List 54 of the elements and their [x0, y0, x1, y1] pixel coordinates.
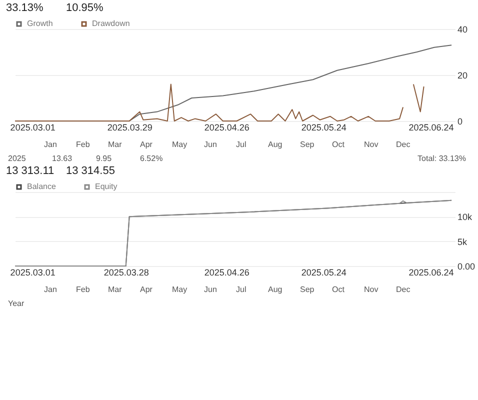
text: 10.95%: [66, 2, 104, 15]
x-tick-label: 2025.03.01: [10, 268, 56, 278]
text: Aug: [268, 284, 284, 294]
text: Nov: [364, 140, 380, 148]
text: 9.95: [96, 154, 113, 162]
text: 13 313.11: [6, 165, 56, 178]
text: Apr: [140, 140, 154, 148]
x-tick-label: 2025.05.24: [301, 268, 346, 278]
x-tick-label: 2025.05.24: [301, 122, 346, 132]
text: May: [172, 284, 188, 294]
x-tick-label: 2025.03.01: [10, 122, 56, 132]
text: Total: 33.13%: [418, 154, 467, 162]
text: Oct: [332, 284, 346, 294]
text: Mar: [108, 284, 123, 294]
text: Jul: [236, 284, 248, 294]
text: 13.63: [52, 154, 74, 162]
y-tick-label: 5k: [458, 236, 468, 247]
text: 33.13%: [6, 2, 44, 15]
x-tick-label: 2025.06.24: [408, 268, 454, 278]
legend-label: Drawdown: [92, 19, 130, 28]
legend-label: Growth: [27, 19, 53, 28]
text: Jun: [204, 140, 218, 148]
text: Feb: [76, 284, 91, 294]
text: 13 314.55: [66, 165, 116, 178]
text: Nov: [364, 284, 380, 294]
text: Dec: [396, 140, 412, 148]
y-tick-label: 40: [458, 24, 468, 34]
x-tick-label: 2025.03.29: [107, 122, 152, 132]
text: Year: [8, 298, 26, 308]
y-tick-label: 0.00: [458, 262, 476, 272]
text: Dec: [396, 284, 412, 294]
x-tick-label: 2025.04.26: [204, 122, 250, 132]
text: Apr: [140, 284, 154, 294]
text: Aug: [268, 140, 284, 148]
legend-label: Balance: [27, 182, 56, 191]
text: Sep: [300, 140, 316, 148]
text: 2025: [8, 154, 27, 162]
text: Mar: [108, 140, 123, 148]
x-tick-label: 2025.03.28: [104, 268, 149, 278]
y-tick-label: 10k: [458, 212, 473, 222]
text: Jul: [236, 140, 248, 148]
legend-label: Equity: [95, 182, 118, 191]
y-tick-label: 0: [458, 116, 463, 126]
y-tick-label: 20: [458, 70, 468, 80]
x-tick-label: 2025.06.24: [408, 122, 454, 132]
text: Sep: [300, 284, 316, 294]
text: Jun: [204, 284, 218, 294]
text: May: [172, 140, 188, 148]
text: Feb: [76, 140, 91, 148]
text: Jan: [44, 284, 58, 294]
text: Oct: [332, 140, 346, 148]
text: Jan: [44, 140, 58, 148]
x-tick-label: 2025.04.26: [204, 268, 250, 278]
text: 6.52%: [140, 154, 164, 162]
